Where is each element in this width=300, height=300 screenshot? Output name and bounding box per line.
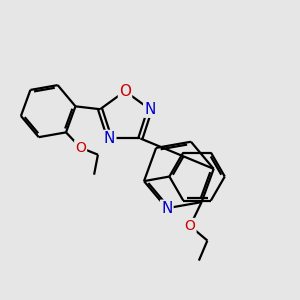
- Text: O: O: [119, 84, 131, 99]
- Text: N: N: [104, 131, 115, 146]
- Text: N: N: [144, 102, 156, 117]
- Text: O: O: [75, 141, 86, 155]
- Text: N: N: [161, 201, 172, 216]
- Text: O: O: [184, 219, 196, 233]
